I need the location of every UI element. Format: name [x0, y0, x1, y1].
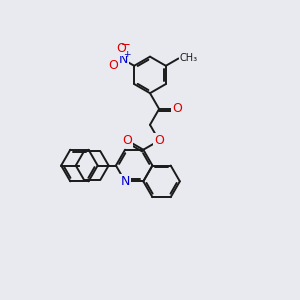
- Text: O: O: [108, 59, 118, 72]
- Text: O: O: [123, 134, 132, 147]
- Text: O: O: [154, 134, 164, 147]
- Text: O: O: [172, 103, 182, 116]
- Text: N: N: [120, 175, 130, 188]
- Text: O: O: [116, 42, 126, 55]
- Text: +: +: [124, 50, 131, 59]
- Text: N: N: [118, 53, 128, 66]
- Text: CH₃: CH₃: [180, 53, 198, 64]
- Text: −: −: [120, 38, 130, 51]
